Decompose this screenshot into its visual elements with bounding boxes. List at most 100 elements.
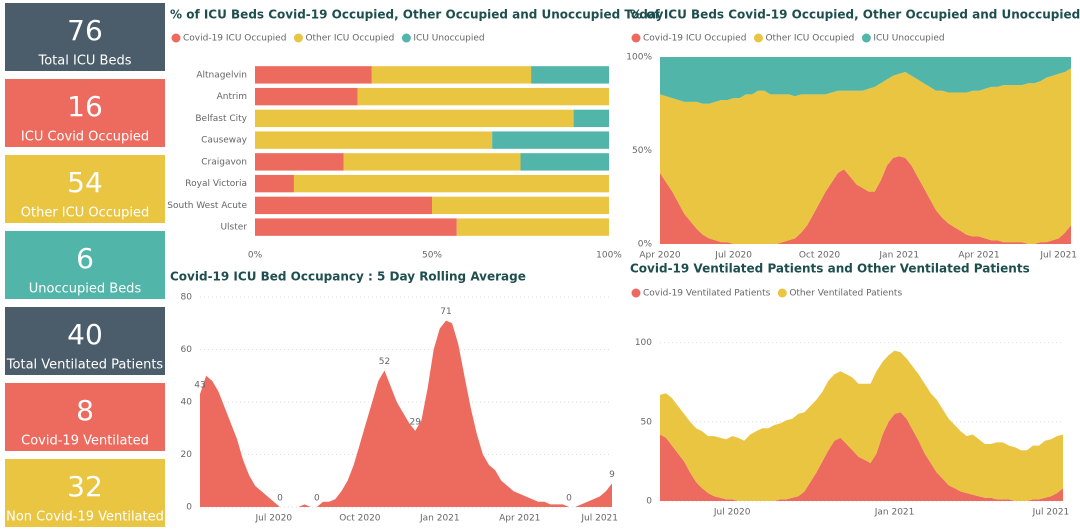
bar-segment (255, 153, 344, 171)
legend-swatch (631, 288, 641, 298)
data-label: 52 (379, 357, 390, 367)
data-label: 71 (440, 307, 451, 317)
data-label: 0 (566, 494, 572, 504)
kpi-label: Covid-19 Ventilated (21, 434, 149, 449)
area (660, 412, 1063, 501)
x-tick-label: Jan 2021 (874, 508, 915, 518)
kpi-card (5, 383, 165, 451)
bar-segment (255, 109, 574, 128)
y-tick-label: 100% (626, 53, 652, 63)
y-tick-label: Craigavon (201, 157, 247, 167)
y-tick-label: Altnagelvin (196, 70, 247, 80)
area (660, 68, 1071, 244)
legend-label: Covid-19 Ventilated Patients (643, 289, 771, 299)
kpi-label: Total Ventilated Patients (6, 358, 164, 373)
kpi-card (5, 3, 165, 71)
x-tick-label: Oct 2020 (339, 514, 381, 524)
area (660, 57, 1071, 104)
y-tick-label: 0 (186, 503, 192, 513)
legend-swatch (861, 33, 871, 43)
chart-title: % of ICU Beds Covid-19 Occupied, Other O… (170, 8, 664, 22)
x-tick-label: 50% (422, 251, 442, 261)
x-tick-label: Apr 2021 (958, 251, 999, 261)
x-tick-label: Jan 2021 (878, 251, 919, 261)
x-tick-label: 100% (596, 251, 622, 261)
bar-segment (357, 87, 609, 106)
bar-segment (255, 174, 294, 193)
x-tick-label: Jul 2020 (714, 251, 752, 261)
bar-segment (255, 66, 372, 84)
legend-label: Covid-19 ICU Occupied (183, 34, 286, 44)
x-tick-label: Jul 2020 (713, 508, 751, 518)
kpi-value: 6 (76, 242, 94, 275)
bar-segment (255, 218, 457, 236)
kpi-value: 54 (67, 166, 103, 199)
x-tick-label: Jan 2021 (419, 514, 460, 524)
kpi-card (5, 459, 165, 527)
y-tick-label: 80 (181, 293, 193, 303)
kpi-card (5, 231, 165, 299)
kpi-value: 8 (76, 394, 94, 427)
legend-swatch (777, 288, 787, 298)
x-tick-label: Jul 2021 (1039, 251, 1077, 261)
x-tick-label: Oct 2020 (799, 251, 841, 261)
y-tick-label: Royal Victoria (185, 179, 247, 189)
kpi-label: Total ICU Beds (38, 54, 132, 69)
legend-label: Other Ventilated Patients (789, 289, 902, 299)
kpi-value: 16 (67, 90, 103, 123)
data-label: 0 (277, 494, 283, 504)
legend-label: Covid-19 ICU Occupied (643, 34, 746, 44)
x-tick-label: Jul 2021 (1032, 508, 1070, 518)
legend-swatch (171, 33, 181, 43)
bar-segment (255, 87, 358, 106)
bar-segment (293, 174, 609, 193)
area (660, 156, 1071, 244)
y-tick-label: 50 (641, 417, 653, 427)
x-tick-label: Jul 2021 (580, 514, 618, 524)
data-label: 0 (314, 494, 320, 504)
legend-label: ICU Unoccupied (873, 34, 944, 44)
y-tick-label: Causeway (201, 136, 248, 146)
kpi-label: Non Covid-19 Ventilated (6, 510, 164, 525)
legend-swatch (753, 33, 763, 43)
kpi-label: Unoccupied Beds (29, 282, 142, 297)
x-tick-label: Jul 2020 (254, 514, 292, 524)
x-tick-label: Apr 2020 (639, 251, 681, 261)
kpi-value: 32 (67, 470, 103, 503)
y-tick-label: 60 (181, 345, 193, 355)
legend-label: ICU Unoccupied (413, 34, 484, 44)
area (200, 320, 612, 507)
bar-segment (492, 131, 609, 149)
bar-segment (531, 66, 609, 84)
x-tick-label: 0% (248, 251, 263, 261)
kpi-card (5, 79, 165, 147)
y-tick-label: 0 (646, 497, 652, 507)
kpi-label: ICU Covid Occupied (21, 130, 149, 145)
chart-title: % of ICU Beds Covid-19 Occupied, Other O… (630, 8, 1080, 22)
kpi-value: 76 (67, 14, 103, 47)
legend-swatch (293, 33, 303, 43)
bar-segment (573, 109, 609, 128)
y-tick-label: 0% (638, 240, 653, 250)
y-tick-label: 40 (181, 398, 193, 408)
data-label: 9 (609, 470, 615, 480)
legend-swatch (631, 33, 641, 43)
y-tick-label: Antrim (217, 92, 247, 102)
kpi-card (5, 155, 165, 223)
bar-segment (456, 218, 609, 236)
chart-title: Covid-19 ICU Bed Occupancy : 5 Day Rolli… (170, 270, 526, 284)
area (660, 350, 1063, 501)
y-tick-label: 100 (635, 338, 652, 348)
bar-segment (255, 196, 432, 215)
chart-title: Covid-19 Ventilated Patients and Other V… (630, 262, 1030, 276)
bar-segment (343, 153, 521, 171)
bar-segment (371, 66, 532, 84)
data-label: 29 (409, 417, 421, 427)
data-label: 43 (194, 381, 205, 391)
kpi-card (5, 307, 165, 375)
y-tick-label: 20 (181, 450, 193, 460)
legend-label: Other ICU Occupied (765, 34, 854, 44)
y-tick-label: South West Acute (167, 201, 247, 211)
y-tick-label: Belfast City (195, 114, 247, 124)
